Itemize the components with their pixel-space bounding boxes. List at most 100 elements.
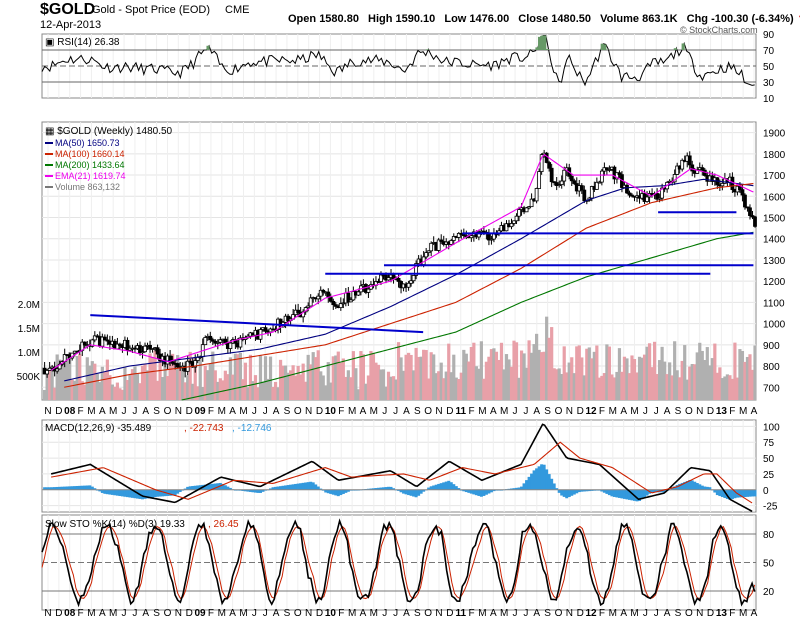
volume-bar xyxy=(163,359,167,400)
volume-bar xyxy=(718,367,722,400)
legend-entry: Volume 863,132 xyxy=(55,182,120,192)
volume-bar xyxy=(384,386,388,400)
volume-bar xyxy=(80,381,84,400)
price-candle-body xyxy=(268,328,273,333)
macd-histogram-bar xyxy=(206,484,210,490)
time-axis-tick-label: J xyxy=(122,608,127,619)
volume-bar xyxy=(198,356,202,400)
macd-histogram-bar xyxy=(301,482,305,490)
volume-bar xyxy=(158,354,162,400)
time-axis-tick-label: D xyxy=(577,406,584,417)
macd-histogram-bar xyxy=(703,486,707,490)
price-candle-body xyxy=(695,169,700,174)
macd-histogram-bar xyxy=(43,487,47,490)
macd-histogram-bar xyxy=(457,488,461,490)
volume-bar xyxy=(100,366,104,400)
volume-bar xyxy=(135,373,140,400)
time-axis-tick-label: 09 xyxy=(194,608,206,619)
volume-bar xyxy=(632,359,637,400)
macd-histogram-bar xyxy=(311,482,315,490)
rsi-overbought-fill xyxy=(673,48,677,50)
volume-bar xyxy=(321,375,325,400)
time-axis-tick-label: F xyxy=(599,608,605,619)
volume-bar xyxy=(713,343,717,400)
macd-histogram-bar xyxy=(203,484,207,490)
time-axis-tick-label: M xyxy=(609,608,617,619)
rsi-overbought-fill xyxy=(603,44,607,50)
macd-histogram-bar xyxy=(434,484,438,490)
macd-histogram-bar xyxy=(720,489,724,498)
volume-bar xyxy=(545,316,549,400)
time-axis-tick-label: F xyxy=(469,608,475,619)
macd-histogram-bar xyxy=(306,482,310,490)
macd-histogram-bar xyxy=(580,489,584,492)
volume-bar xyxy=(63,357,67,400)
time-axis-tick-label: D xyxy=(316,608,323,619)
macd-histogram-bar xyxy=(587,489,591,492)
volume-bar xyxy=(693,364,697,400)
macd-histogram-bar xyxy=(452,484,456,490)
volume-bar xyxy=(454,377,458,400)
price-candle-body xyxy=(296,309,301,314)
time-axis-tick-label: M xyxy=(109,608,117,619)
volume-bar xyxy=(685,379,689,400)
time-axis-tick-label: J xyxy=(393,608,398,619)
macd-histogram-bar xyxy=(560,489,564,496)
macd-histogram-bar xyxy=(324,489,328,493)
volume-bar xyxy=(555,369,559,400)
volume-bar xyxy=(429,352,433,400)
price-axis-tick-label: 900 xyxy=(763,341,780,352)
volume-bar xyxy=(740,351,745,400)
price-candle-body xyxy=(630,194,634,197)
price-candle-body xyxy=(100,336,105,347)
time-axis-tick-label: F xyxy=(338,406,344,417)
macd-histogram-bar xyxy=(304,482,308,490)
price-axis-tick-label: 1800 xyxy=(763,150,786,161)
volume-bar xyxy=(208,363,212,400)
macd-histogram-bar xyxy=(402,489,406,494)
macd-histogram-bar xyxy=(329,489,333,494)
price-candle-body xyxy=(341,302,346,305)
volume-bar xyxy=(647,343,652,400)
price-candle-body xyxy=(105,339,110,342)
macd-histogram-bar xyxy=(708,487,712,490)
price-candle-body xyxy=(426,250,431,254)
volume-bar xyxy=(592,351,596,400)
price-candle-body xyxy=(215,341,220,344)
macd-histogram-bar xyxy=(635,489,639,502)
volume-bar xyxy=(404,354,408,400)
time-axis-tick-label: S xyxy=(414,608,421,619)
price-candle-body xyxy=(331,300,336,306)
price-candle-body xyxy=(118,343,122,346)
volume-bar xyxy=(527,340,531,400)
macd-histogram-bar xyxy=(515,487,519,490)
volume-bar xyxy=(326,362,330,400)
time-axis-tick-label: N xyxy=(175,406,182,417)
time-axis-tick-label: N xyxy=(305,406,312,417)
macd-histogram-bar xyxy=(110,489,114,495)
volume-bar xyxy=(688,366,692,400)
volume-bar xyxy=(263,356,268,400)
time-axis-tick-label: J xyxy=(523,406,528,417)
macd-histogram-bar xyxy=(572,489,576,495)
volume-bar xyxy=(422,349,426,400)
macd-histogram-bar xyxy=(582,489,586,492)
macd-histogram-bar xyxy=(630,489,634,501)
macd-histogram-bar xyxy=(178,489,182,492)
macd-histogram-bar xyxy=(198,485,202,490)
macd-histogram-bar xyxy=(113,489,117,496)
time-axis-tick-label: M xyxy=(609,406,617,417)
volume-bar xyxy=(733,342,737,400)
macd-histogram-bar xyxy=(183,488,187,490)
volume-bar xyxy=(371,352,376,400)
time-axis-tick-label: A xyxy=(273,608,280,619)
macd-histogram-bar xyxy=(50,487,54,490)
macd-histogram-bar xyxy=(274,486,278,490)
volume-bar xyxy=(105,359,109,400)
macd-histogram-bar xyxy=(100,489,104,493)
volume-bar xyxy=(658,360,662,400)
volume-bar xyxy=(341,358,345,400)
series-line-ma50 xyxy=(64,178,754,382)
volume-bar xyxy=(336,351,340,400)
volume-bar xyxy=(183,382,187,400)
